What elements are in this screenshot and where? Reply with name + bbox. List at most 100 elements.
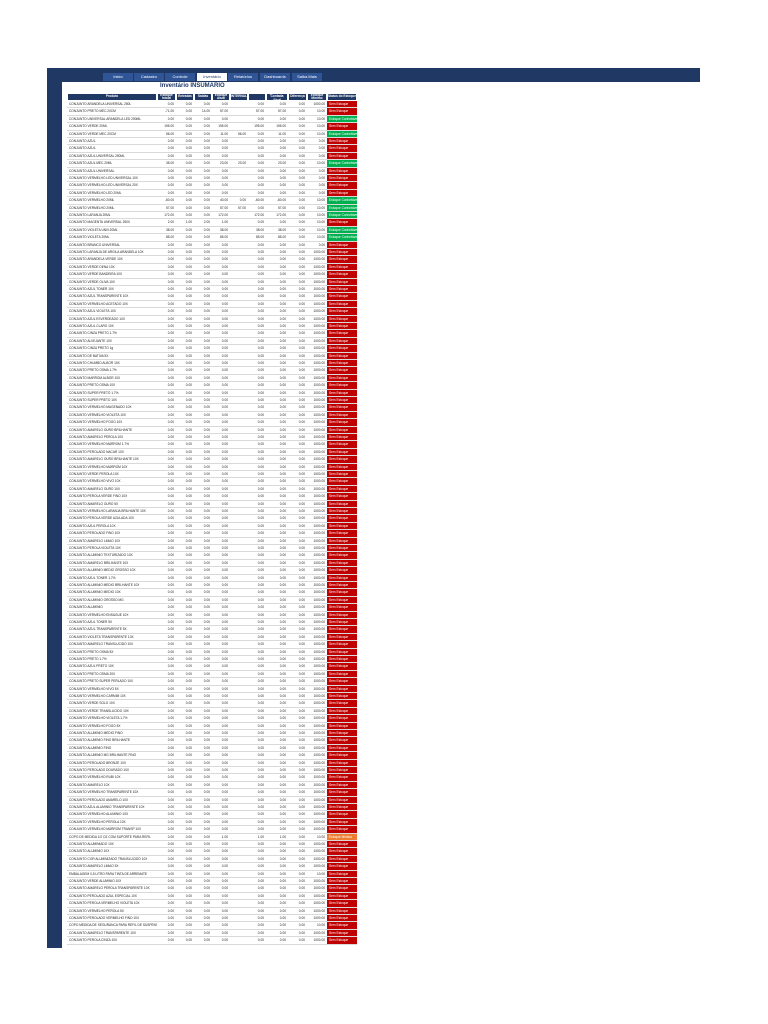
cell-value: 0.00 <box>248 353 266 360</box>
cell-value: 1000.00 <box>307 427 327 434</box>
cell-value: 0.00 <box>157 256 176 264</box>
cell-value: 0.00 <box>248 848 266 856</box>
cell-value: 0.00 <box>212 663 230 671</box>
cell-value: 0.00 <box>157 530 176 538</box>
cell-value: 0.00 <box>194 160 212 168</box>
cell-value: 1000.00 <box>307 885 327 893</box>
product-name: CONJUNTO BRANCO UNIVERSAL <box>67 242 157 249</box>
cell-value: 0.00 <box>157 678 176 686</box>
nav-tab[interactable]: Dashboards <box>260 73 290 81</box>
cell-value: 0.00 <box>248 523 266 531</box>
cell-value: 0.00 <box>157 693 176 701</box>
cell-value: 195.00 <box>157 123 176 131</box>
nav-tab[interactable]: Controle <box>165 73 195 81</box>
cell-value: 0.00 <box>288 153 307 161</box>
status-badge: Sem Estoque <box>327 722 357 730</box>
cell-value: 0.00 <box>266 649 288 656</box>
cell-value: 0.00 <box>157 671 176 679</box>
cell-value: 0.00 <box>157 375 176 383</box>
product-name: CONJUNTO PRETO SUPER PERLADO 10X <box>67 678 157 686</box>
cell-value: 0.00 <box>248 160 266 168</box>
cell-value: 0.00 <box>212 745 230 753</box>
cell-value: 0.00 <box>248 138 266 146</box>
cell-value: 0.00 <box>248 826 266 834</box>
product-name: CONJUNTO VERMELHO LED 20ML <box>67 190 157 198</box>
status-badge: Sem Estoque <box>327 811 357 819</box>
nav-tab[interactable]: Relatórios <box>228 73 258 81</box>
cell-value: 1000.00 <box>307 397 327 405</box>
cell-value <box>230 737 248 745</box>
cell-value: 0.00 <box>266 493 288 501</box>
cell-value: 0.00 <box>194 582 212 590</box>
product-name: CONJUNTO AZUL MEC.20ML <box>67 160 157 168</box>
cell-value: 57.00 <box>212 108 230 116</box>
cell-value: 0.00 <box>248 937 266 945</box>
cell-value: 0.00 <box>288 108 307 116</box>
cell-value: 1000.00 <box>307 582 327 590</box>
cell-value <box>230 279 248 286</box>
cell-value: 0.00 <box>212 612 230 619</box>
product-name: CONJUNTO PRETO OSMA 5X <box>67 649 157 656</box>
product-name: CONJUNTO ALUMINIO 10X <box>67 848 157 856</box>
cell-value: 0.00 <box>266 293 288 301</box>
cell-value: 0.00 <box>248 604 266 612</box>
cell-value: 0.00 <box>266 686 288 693</box>
cell-value: 0.00 <box>176 826 194 834</box>
cell-value: 0.00 <box>266 330 288 338</box>
cell-value: 0.00 <box>288 863 307 871</box>
status-badge: Sem Estoque <box>327 863 357 871</box>
cell-value: 1000.00 <box>307 493 327 501</box>
cell-value: 0.00 <box>212 900 230 908</box>
nav-tab[interactable]: Saiba Mais <box>292 73 322 81</box>
cell-value: 0.00 <box>248 338 266 346</box>
cell-value: 1.00 <box>248 834 266 841</box>
cell-value <box>230 893 248 901</box>
product-name: CONJUNTO AMARELO BRILHANTE 10X <box>67 560 157 568</box>
column-header: Estoque Inicial <box>157 93 176 101</box>
cell-value: 0.00 <box>288 330 307 338</box>
cell-value: 0.00 <box>288 848 307 856</box>
cell-value: 0.00 <box>288 449 307 457</box>
cell-value: 0.00 <box>266 612 288 619</box>
cell-value: 0.00 <box>266 153 288 161</box>
nav-tab[interactable]: Inventário <box>197 73 227 81</box>
cell-value: 0.00 <box>248 530 266 538</box>
cell-value: 0.00 <box>288 737 307 745</box>
cell-value: 1000.00 <box>307 471 327 479</box>
cell-value: 0.00 <box>266 338 288 346</box>
cell-value: 0.00 <box>288 915 307 923</box>
cell-value: 0.00 <box>248 589 266 597</box>
cell-value: 0.00 <box>266 175 288 183</box>
cell-value: 1000.00 <box>307 730 327 738</box>
product-name: CONJUNTO COR ALUMINIZADO TRANSLUCIDO 10X <box>67 856 157 864</box>
cell-value: 0.00 <box>194 774 212 782</box>
product-name: CONJUNTO VERMELHO PEROLA 5X <box>67 908 157 915</box>
cell-value: 0.00 <box>176 345 194 353</box>
cell-value: 0.00 <box>288 345 307 353</box>
status-badge: Sem Estoque <box>327 648 357 656</box>
cell-value: 0.00 <box>176 360 194 368</box>
cell-value: 0.00 <box>248 922 266 930</box>
cell-value: 0.00 <box>157 242 176 249</box>
cell-value: 57.00 <box>266 205 288 212</box>
cell-value: 0.00 <box>248 434 266 442</box>
cell-value: 0.00 <box>176 811 194 819</box>
nav-tab[interactable]: Cadastro <box>134 73 164 81</box>
status-badge: Sem Estoque <box>327 774 357 782</box>
cell-value: 0.00 <box>266 219 288 227</box>
cell-value: 0.00 <box>176 871 194 878</box>
product-name: CONJUNTO PEROLADO AMARELO 10X <box>67 797 157 804</box>
nav-tab[interactable]: Inicio <box>103 73 133 81</box>
cell-value <box>230 419 248 427</box>
cell-value: 0.00 <box>288 508 307 516</box>
cell-value: 0.00 <box>288 434 307 442</box>
cell-value <box>230 730 248 738</box>
cell-value: 0.00 <box>307 190 327 198</box>
status-badge: Sem Estoque <box>327 892 357 901</box>
cell-value: 0.00 <box>157 737 176 745</box>
product-name: CONJUNTO AZUL ALUMINIO TRANSPARENTE 10X <box>67 804 157 812</box>
cell-value: 0.00 <box>157 649 176 656</box>
cell-value: 0.00 <box>194 789 212 797</box>
cell-value: 0.00 <box>248 486 266 494</box>
cell-value: 0.00 <box>157 634 176 642</box>
